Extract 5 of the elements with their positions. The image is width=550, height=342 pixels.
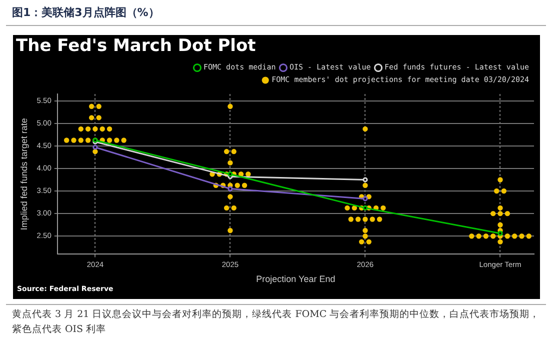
text: 黄点代表 3 月 21 日议息会议中与会者对利率的预期，绿线代表 FOMC 与会者利率预期的中位数，白点代表市场预期，紫色点代表 OIS 利率 <box>12 308 541 337</box>
y-axis-title: Implied fed funds target rate <box>18 118 29 230</box>
chart-subtitle: The Fed's March Dot Plot <box>16 36 256 56</box>
chart-title: 图1：美联储3月点阵图（%） <box>12 5 160 20</box>
x-axis-title: Projection Year End <box>256 274 336 284</box>
